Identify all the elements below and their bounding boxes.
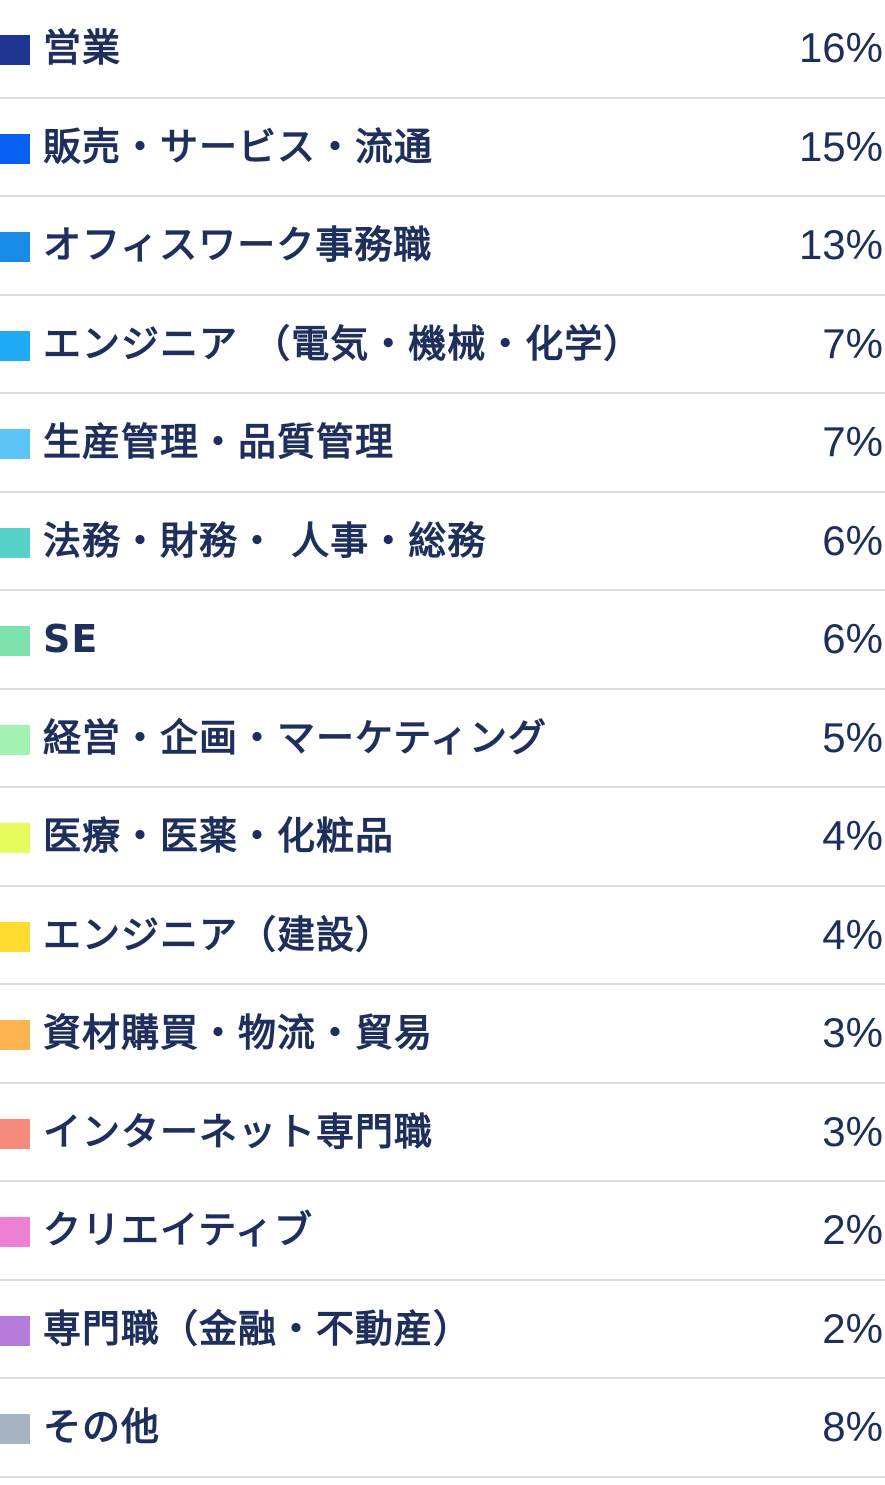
legend-row: その他 8% (0, 1379, 885, 1478)
legend-label: エンジニア （電気・機械・化学） (43, 321, 643, 366)
legend-label: 資材購買・物流・貿易 (43, 1011, 434, 1055)
legend-value: 8% (822, 1403, 883, 1450)
legend-row: エンジニア（建設） 4% (0, 887, 885, 985)
legend-label: 営業 (43, 26, 122, 70)
legend-swatch (0, 133, 30, 164)
legend-swatch (0, 429, 30, 459)
legend-label: 生産管理・品質管理 (43, 420, 395, 464)
legend-value: 7% (822, 319, 883, 367)
legend-row: クリエイティブ 2% (0, 1182, 885, 1281)
legend-row: エンジニア （電気・機械・化学） 7% (0, 296, 885, 394)
legend-label: その他 (43, 1405, 161, 1449)
legend-value: 6% (822, 615, 883, 662)
legend-value: 3% (822, 1009, 883, 1056)
legend-row: オフィスワーク事務職 13% (0, 197, 885, 296)
legend-swatch (0, 527, 30, 558)
legend-label: クリエイティブ (43, 1208, 313, 1252)
legend-swatch (0, 1414, 30, 1444)
legend-swatch (0, 1217, 30, 1247)
legend-value: 13% (798, 221, 883, 268)
legend-label: 専門職（金融・不動産） (43, 1306, 473, 1351)
legend-value: 6% (822, 516, 883, 564)
legend-value: 16% (798, 24, 883, 71)
legend-row: 資材購買・物流・貿易 3% (0, 985, 885, 1084)
legend-swatch (0, 1118, 30, 1149)
legend-value: 4% (822, 812, 883, 859)
legend-label: 販売・サービス・流通 (43, 124, 434, 169)
legend-label: SE (43, 617, 99, 661)
legend-swatch (0, 330, 30, 361)
legend-swatch (0, 1315, 30, 1346)
legend-label: エンジニア（建設） (43, 912, 395, 957)
legend-swatch (0, 724, 30, 755)
legend-row: 営業 16% (0, 0, 885, 99)
legend-value: 5% (822, 713, 883, 761)
legend-value: 15% (798, 122, 883, 170)
legend-row: インターネット専門職 3% (0, 1084, 885, 1182)
legend-row: 販売・サービス・流通 15% (0, 99, 885, 197)
legend-swatch (0, 823, 30, 853)
legend-row: 医療・医薬・化粧品 4% (0, 788, 885, 887)
legend-label: 医療・医薬・化粧品 (43, 814, 395, 858)
legend-value: 3% (822, 1107, 883, 1155)
legend-row: SE 6% (0, 591, 885, 690)
legend-row: 専門職（金融・不動産） 2% (0, 1281, 885, 1379)
legend-swatch (0, 35, 30, 65)
legend-label: 経営・企画・マーケティング (43, 715, 547, 760)
legend-row: 法務・財務・ 人事・総務 6% (0, 493, 885, 591)
legend-row: 経営・企画・マーケティング 5% (0, 690, 885, 788)
legend-label: オフィスワーク事務職 (43, 223, 433, 267)
legend-label: インターネット専門職 (43, 1109, 434, 1154)
legend-value: 7% (822, 418, 883, 465)
legend-swatch (0, 626, 30, 656)
legend-swatch (0, 1020, 30, 1050)
legend-row: 生産管理・品質管理 7% (0, 394, 885, 493)
legend-label: 法務・財務・ 人事・総務 (43, 518, 487, 563)
legend-value: 2% (822, 1206, 883, 1253)
legend-swatch (0, 232, 30, 262)
legend-value: 2% (822, 1304, 883, 1352)
legend-swatch (0, 921, 30, 952)
legend-value: 4% (822, 910, 883, 958)
